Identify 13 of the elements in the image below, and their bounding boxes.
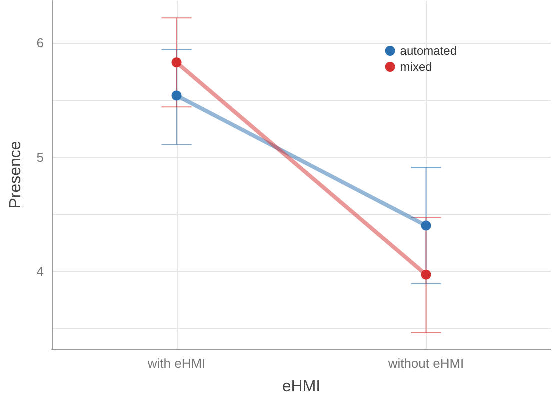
y-tick-label: 6 bbox=[36, 36, 44, 51]
legend-label: automated bbox=[400, 44, 458, 58]
point bbox=[421, 270, 432, 280]
legend-label: mixed bbox=[400, 60, 432, 74]
x-tick-label: with eHMI bbox=[146, 356, 206, 371]
y-tick-label: 4 bbox=[36, 264, 44, 279]
y-tick-label: 5 bbox=[36, 150, 44, 165]
point bbox=[421, 220, 432, 231]
x-axis-title: eHMI bbox=[282, 378, 321, 396]
point bbox=[172, 90, 182, 101]
point bbox=[172, 58, 182, 68]
y-axis-title: Presence bbox=[8, 141, 24, 209]
x-tick-label: without eHMI bbox=[387, 356, 464, 371]
